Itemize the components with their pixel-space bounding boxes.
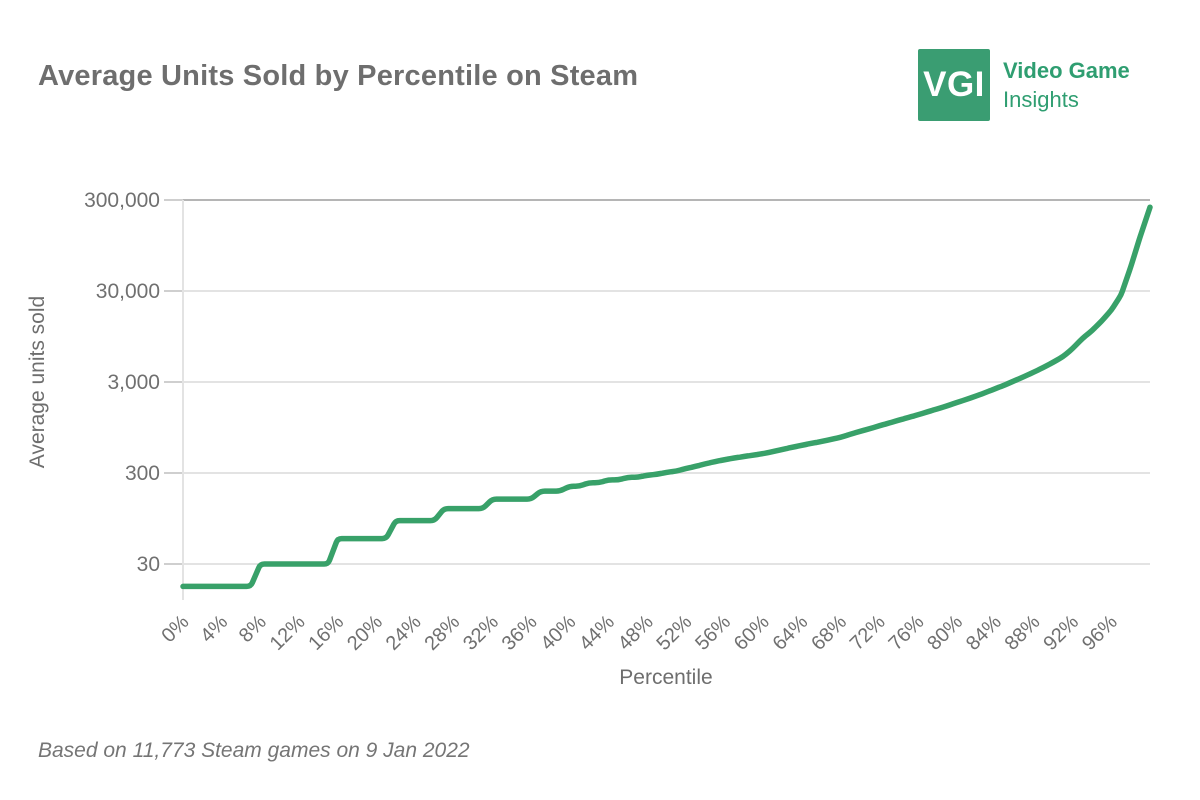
y-tick-label: 30,000 [96,280,160,303]
x-tick-label: 72% [846,611,890,655]
x-tick-label: 12% [266,611,310,655]
y-tick-label: 30 [137,553,160,576]
x-tick-label: 80% [923,611,967,655]
x-tick-label: 64% [769,611,813,655]
vgi-logo-line2: Insights [1003,87,1079,112]
x-axis-title: Percentile [619,666,712,689]
y-tick-label: 3,000 [107,371,160,394]
x-tick-label: 56% [691,611,735,655]
x-tick-label: 24% [382,611,426,655]
x-tick-label: 92% [1039,611,1083,655]
vgi-logo-line1: Video Game [1003,58,1130,83]
x-tick-label: 28% [420,611,464,655]
vgi-logo: VGI Video Game Insights [918,49,1130,121]
y-tick-label: 300 [125,462,160,485]
x-tick-label: 68% [807,611,851,655]
x-tick-label: 40% [536,611,580,655]
x-tick-label: 96% [1078,611,1122,655]
x-tick-label: 4% [196,611,232,647]
page-title: Average Units Sold by Percentile on Stea… [38,60,639,92]
vgi-logo-icon: VGI [918,49,990,121]
vgi-logo-text: Video Game Insights [1003,56,1130,114]
series-line [180,204,1153,590]
x-tick-label: 48% [614,611,658,655]
x-tick-label: 52% [653,611,697,655]
x-tick-label: 44% [575,611,619,655]
x-tick-label: 60% [730,611,774,655]
y-tick-label: 300,000 [84,189,160,212]
x-tick-label: 8% [235,611,271,647]
x-tick-label: 20% [343,611,387,655]
x-tick-label: 0% [158,611,194,647]
x-tick-label: 36% [498,611,542,655]
x-tick-label: 88% [1001,611,1045,655]
x-tick-label: 84% [962,611,1006,655]
y-axis-title: Average units sold [26,296,49,468]
x-tick-label: 32% [459,611,503,655]
source-footnote: Based on 11,773 Steam games on 9 Jan 202… [38,739,470,762]
vgi-logo-abbr: VGI [923,65,985,104]
x-tick-label: 16% [304,611,348,655]
x-tick-label: 76% [885,611,929,655]
